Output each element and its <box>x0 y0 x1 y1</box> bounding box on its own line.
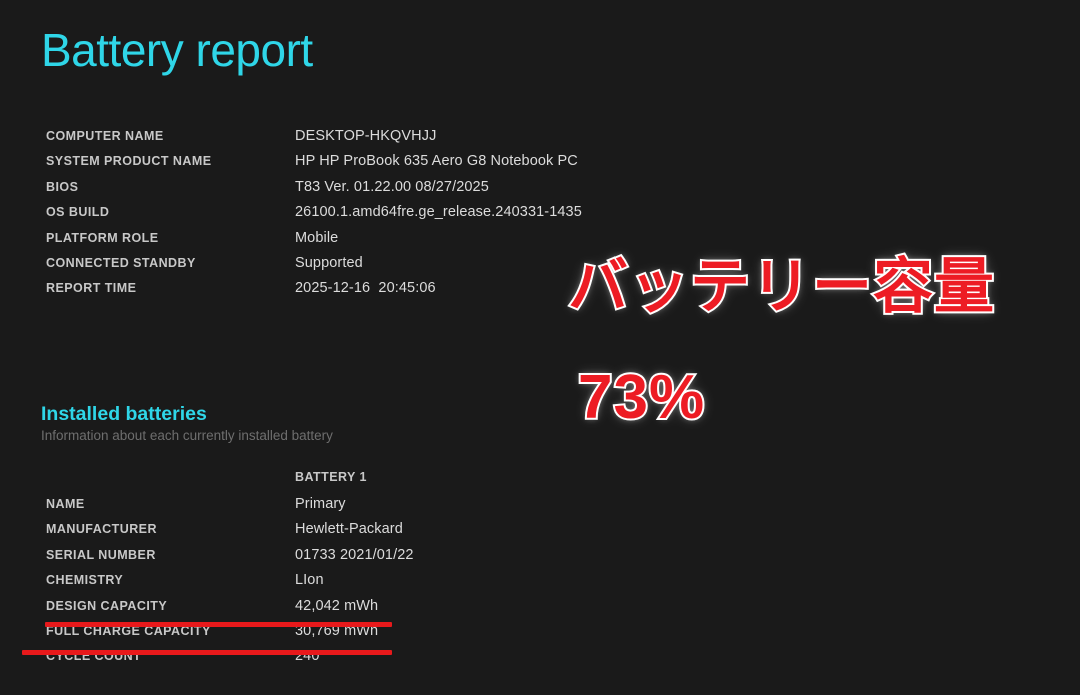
row-label: SERIAL NUMBER <box>46 547 156 562</box>
battery-column-header: BATTERY 1 <box>295 470 367 484</box>
table-row: CHEMISTRY LIon <box>46 572 414 597</box>
table-row: SERIAL NUMBER 01733 2021/01/22 <box>46 547 414 572</box>
table-row: REPORT TIME 2025-12-16 20:45:06 <box>46 280 582 305</box>
row-label: BIOS <box>46 179 79 194</box>
row-label: CONNECTED STANDBY <box>46 255 196 270</box>
page-title: Battery report <box>41 24 313 76</box>
red-underline-design-capacity <box>45 622 392 627</box>
table-row-design-capacity: DESIGN CAPACITY 42,042 mWh <box>46 598 414 623</box>
row-value: 26100.1.amd64fre.ge_release.240331-1435 <box>295 204 582 221</box>
row-value: 01733 2021/01/22 <box>295 546 414 563</box>
row-value: Mobile <box>295 229 339 246</box>
system-info-table: COMPUTER NAME DESKTOP-HKQVHJJ SYSTEM PRO… <box>46 128 582 306</box>
row-label: REPORT TIME <box>46 281 137 296</box>
table-row: OS BUILD 26100.1.amd64fre.ge_release.240… <box>46 204 582 229</box>
row-label: MANUFACTURER <box>46 522 157 537</box>
table-header-row: BATTERY 1 <box>46 470 414 496</box>
table-row: CONNECTED STANDBY Supported <box>46 255 582 280</box>
row-label: FULL CHARGE CAPACITY <box>46 623 211 638</box>
row-value: LIon <box>295 572 324 589</box>
annotation-battery-capacity-label: バッテリー容量 <box>566 251 996 322</box>
installed-batteries-section: Installed batteries Information about ea… <box>41 402 333 445</box>
row-label: DESIGN CAPACITY <box>46 598 168 613</box>
table-row: COMPUTER NAME DESKTOP-HKQVHJJ <box>46 128 582 153</box>
row-value: 2025-12-16 20:45:06 <box>295 280 436 297</box>
red-underline-full-charge-capacity <box>22 650 392 655</box>
row-value: Hewlett-Packard <box>295 521 403 538</box>
table-row: MANUFACTURER Hewlett-Packard <box>46 521 414 546</box>
row-label: SYSTEM PRODUCT NAME <box>46 154 212 169</box>
row-label: OS BUILD <box>46 205 110 220</box>
row-value: T83 Ver. 01.22.00 08/27/2025 <box>295 178 489 195</box>
row-label: PLATFORM ROLE <box>46 230 159 245</box>
section-title: Installed batteries <box>41 403 207 425</box>
row-label: NAME <box>46 497 85 511</box>
row-value: 42,042 mWh <box>295 597 379 614</box>
row-label: COMPUTER NAME <box>46 129 164 143</box>
row-value: Primary <box>295 496 346 512</box>
table-row: BIOS T83 Ver. 01.22.00 08/27/2025 <box>46 179 582 204</box>
section-subtitle: Information about each currently install… <box>41 428 333 443</box>
installed-batteries-table: BATTERY 1 NAME Primary MANUFACTURER Hewl… <box>46 470 414 674</box>
table-row: SYSTEM PRODUCT NAME HP HP ProBook 635 Ae… <box>46 153 582 178</box>
row-value: Supported <box>295 254 363 271</box>
annotation-battery-capacity-percent: 73% <box>576 361 706 434</box>
row-label: CHEMISTRY <box>46 573 124 588</box>
table-row: PLATFORM ROLE Mobile <box>46 230 582 255</box>
row-value: DESKTOP-HKQVHJJ <box>295 128 437 144</box>
row-value: HP HP ProBook 635 Aero G8 Notebook PC <box>295 153 578 170</box>
table-row: NAME Primary <box>46 496 414 521</box>
